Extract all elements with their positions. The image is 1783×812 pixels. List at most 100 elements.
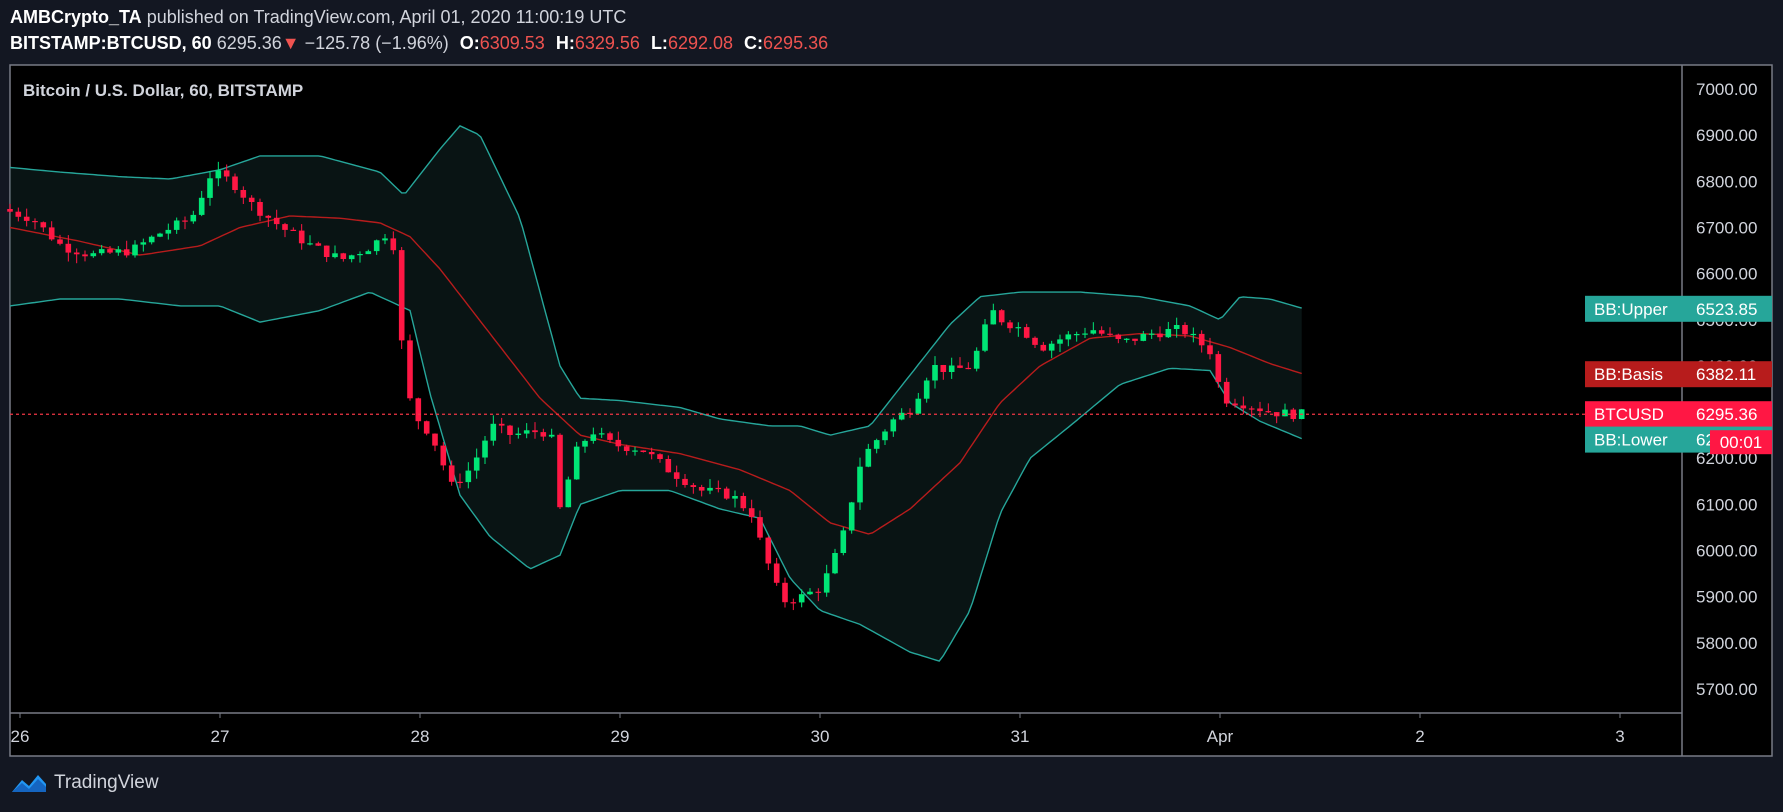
candle-body (673, 472, 680, 479)
candle-body (1065, 334, 1072, 340)
candle-body (523, 430, 530, 434)
candle-body (715, 487, 722, 490)
candle-body (723, 488, 730, 499)
candle-body (198, 197, 205, 215)
tag-label: BB:Basis (1594, 365, 1663, 384)
time-tick-label: 29 (611, 727, 630, 746)
chart-title: Bitcoin / U.S. Dollar, 60, BITSTAMP (23, 81, 303, 100)
candle-body (940, 365, 947, 372)
close-value: 6295.36 (763, 33, 829, 53)
candle-body (373, 240, 380, 252)
price-tick-label: 6900.00 (1696, 126, 1757, 145)
candle-body (1240, 405, 1247, 409)
candle-body (265, 215, 272, 218)
candle-body (357, 254, 363, 256)
tag-value: 6382.11 (1696, 365, 1756, 384)
candle-body (298, 230, 305, 244)
candle-body (815, 591, 822, 593)
candle-body (1082, 333, 1088, 335)
candle-body (432, 433, 438, 446)
candle-body (223, 170, 230, 177)
candle-body (907, 412, 913, 414)
high-value: 6329.56 (574, 33, 640, 53)
candle-body (1248, 408, 1255, 410)
candle-body (40, 222, 47, 228)
candle-body (782, 582, 788, 603)
candle-body (640, 450, 647, 452)
candle-body (348, 255, 355, 260)
candle-body (1182, 325, 1188, 335)
candle-body (840, 530, 847, 553)
time-tick-label: 28 (411, 727, 430, 746)
candle-body (1265, 411, 1272, 413)
candle-body (1073, 334, 1080, 336)
open-value: 6309.53 (479, 33, 545, 53)
candle-body (1023, 327, 1030, 338)
down-arrow-icon: ▼ (281, 33, 300, 53)
author-name[interactable]: AMBCrypto_TA (10, 7, 142, 27)
candle-body (1215, 354, 1222, 382)
candle-body (848, 502, 855, 531)
candle-body (565, 479, 572, 508)
published-text: published on TradingView.com, April 01, … (146, 7, 627, 27)
candle-body (582, 440, 588, 447)
candle-body (257, 202, 263, 216)
candle-body (332, 253, 338, 258)
candle-body (1257, 408, 1263, 412)
candle-body (482, 440, 488, 458)
ohlc-summary: BITSTAMP:BTCUSD, 60 6295.36▼ −125.78 (−1… (10, 33, 828, 54)
candle-body (48, 227, 55, 240)
candle-body (490, 423, 497, 441)
candle-body (107, 249, 113, 253)
candle-body (623, 446, 630, 451)
candle-body (790, 602, 797, 604)
tag-label: BB:Upper (1594, 300, 1668, 319)
candle-body (807, 591, 813, 595)
candle-body (748, 508, 755, 518)
candle-body (532, 430, 538, 433)
candle-body (540, 432, 547, 437)
candlestick-series (7, 161, 1305, 611)
price-change: −125.78 (−1.96%) (304, 33, 449, 53)
candle-body (732, 496, 738, 499)
candle-body (1148, 333, 1155, 335)
countdown-tag: 00:01 (1710, 430, 1772, 455)
candle-body (232, 176, 238, 190)
candle-body (207, 178, 213, 198)
high-label: H: (555, 33, 575, 53)
bollinger-band-fill (10, 125, 1302, 662)
tradingview-brand[interactable]: TradingView (54, 772, 159, 793)
candle-body (1015, 327, 1022, 329)
candle-body (698, 487, 705, 491)
candle-body (1232, 403, 1238, 406)
time-axis[interactable]: 26 27 28 29 30 31 Apr 2 3 (11, 713, 1625, 746)
candle-body (690, 485, 697, 487)
candle-body (857, 466, 863, 503)
candle-body (248, 197, 255, 202)
candle-body (423, 421, 430, 434)
candle-body (457, 481, 463, 483)
candle-body (282, 224, 288, 230)
candle-body (1115, 334, 1122, 339)
candle-body (32, 221, 38, 223)
candle-body (157, 233, 163, 237)
time-tick-label: 26 (11, 727, 30, 746)
candle-body (648, 452, 655, 455)
candle-body (65, 243, 72, 253)
candle-body (315, 243, 322, 246)
candle-body (415, 398, 422, 422)
countdown-background (1710, 430, 1772, 455)
price-tick-label: 6000.00 (1696, 542, 1757, 561)
candle-body (757, 517, 763, 538)
candle-body (1132, 338, 1138, 341)
price-tick-label: 5700.00 (1696, 680, 1757, 699)
candle-body (1157, 333, 1163, 338)
candle-body (1107, 333, 1113, 335)
candle-body (615, 439, 622, 447)
time-tick-label: 3 (1615, 727, 1624, 746)
candle-body (240, 190, 247, 198)
open-label: O: (459, 33, 480, 53)
candle-body (882, 431, 888, 441)
candle-body (82, 254, 88, 257)
